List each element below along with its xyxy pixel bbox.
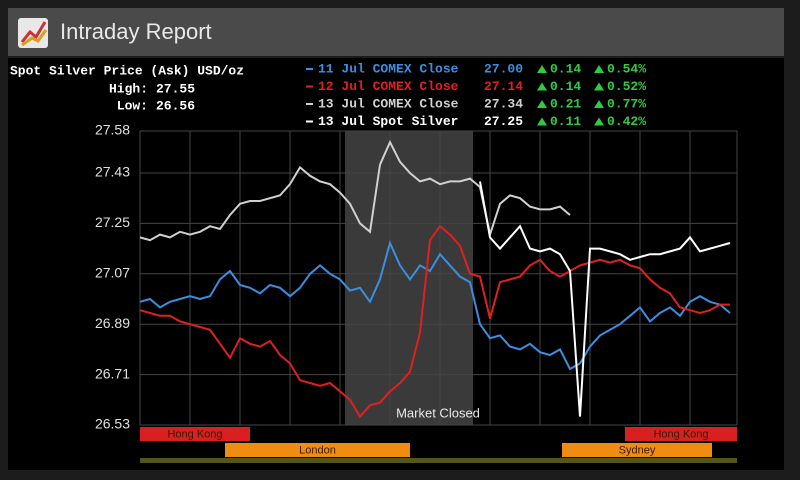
legend-change: 0.14 — [550, 61, 581, 76]
legend-close: 27.34 — [484, 96, 523, 111]
legend-change: 0.54% — [607, 61, 646, 76]
session-label: London — [299, 444, 336, 456]
market-closed-label: Market Closed — [396, 405, 480, 420]
header-bar — [8, 8, 784, 56]
session-bar — [225, 443, 410, 457]
series-line — [139, 224, 730, 419]
legend-close: 27.25 — [484, 114, 523, 129]
y-tick-label: 27.25 — [95, 214, 130, 230]
y-tick-label: 26.89 — [95, 315, 130, 331]
legend-change: 0.21 — [550, 96, 581, 111]
legend-change: 0.11 — [550, 114, 581, 129]
stat-value: 27.55 — [156, 81, 195, 96]
y-tick-label: 26.71 — [95, 365, 130, 381]
up-arrow — [537, 82, 547, 91]
y-tick-label: 27.43 — [95, 164, 130, 180]
up-arrow — [594, 100, 604, 108]
session-bar — [562, 443, 712, 457]
y-tick-label: 26.53 — [95, 416, 130, 432]
legend-change: 0.42% — [607, 114, 646, 129]
legend-close: 27.14 — [484, 79, 523, 94]
legend-name: 12 Jul COMEX Close — [318, 79, 459, 94]
session-label: Hong Kong — [653, 428, 708, 440]
legend-close: 27.00 — [484, 61, 523, 76]
session-label: Sydney — [619, 444, 656, 456]
series-line — [139, 139, 571, 242]
session-track — [140, 458, 737, 463]
session-bar — [625, 427, 737, 441]
app-icon-line — [21, 29, 48, 47]
up-arrow — [537, 100, 547, 108]
stat-value: 26.56 — [156, 98, 195, 113]
legend-name: 13 Jul COMEX Close — [318, 96, 459, 111]
up-arrow — [594, 117, 604, 126]
y-tick-label: 27.07 — [95, 265, 130, 281]
chart-title: Spot Silver Price (Ask) USD/oz — [10, 63, 244, 78]
header-title: Intraday Report — [60, 19, 212, 44]
series-line — [479, 181, 731, 417]
app-icon-line — [20, 21, 47, 43]
stat-label: High: — [109, 81, 148, 96]
up-arrow — [594, 82, 604, 91]
session-bar — [140, 427, 250, 441]
legend-name: 11 Jul COMEX Close — [318, 61, 459, 76]
session-label: Hong Kong — [167, 428, 222, 440]
legend-name: 13 Jul Spot Silver — [318, 114, 458, 129]
stat-label: Low: — [117, 98, 148, 113]
legend-change: 0.77% — [607, 96, 646, 111]
legend-change: 0.14 — [550, 79, 581, 94]
plot: 27.58 27.43 27.25 27.07 26.89 26.71 26.53 Marke… — [95, 122, 738, 432]
up-arrow — [537, 117, 547, 126]
up-arrow — [537, 65, 547, 73]
up-arrow — [594, 65, 604, 73]
y-tick-label: 27.58 — [95, 122, 130, 138]
legend-change: 0.52% — [607, 79, 646, 94]
series-line — [139, 240, 731, 371]
